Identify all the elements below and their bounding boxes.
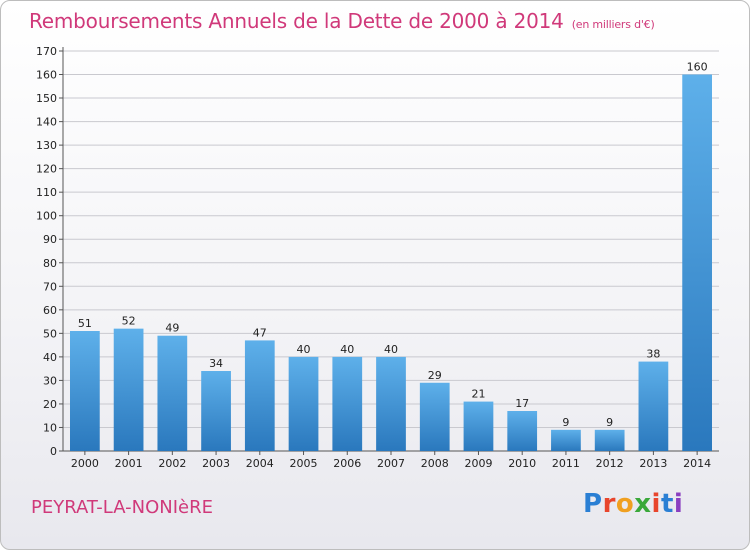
y-tick-label: 60: [43, 304, 57, 317]
logo-letter: r: [602, 489, 616, 519]
logo-letter: i: [651, 489, 661, 519]
logo-letter: t: [660, 489, 674, 519]
logo-letter: P: [583, 489, 603, 519]
y-tick-label: 0: [50, 445, 57, 458]
y-tick-label: 30: [43, 374, 57, 387]
bar-2011: [551, 429, 581, 451]
x-tick-label-2004: 2004: [246, 457, 274, 470]
data-label-2010: 17: [515, 397, 529, 410]
x-tick-label-2001: 2001: [115, 457, 143, 470]
chart-title-text: Remboursements Annuels de la Dette de 20…: [29, 9, 564, 33]
x-tick-label-2005: 2005: [290, 457, 318, 470]
data-label-2013: 38: [646, 348, 660, 361]
logo-letter: x: [634, 489, 652, 519]
x-tick-label-2008: 2008: [421, 457, 449, 470]
bar-2014: [682, 74, 713, 451]
y-tick-label: 150: [36, 92, 57, 105]
y-tick-label: 140: [36, 116, 57, 129]
proxiti-logo[interactable]: Proxiti: [583, 489, 683, 519]
data-label-2012: 9: [606, 416, 613, 429]
data-label-2003: 34: [209, 357, 223, 370]
bar-2001: [113, 328, 144, 451]
x-tick-label-2013: 2013: [639, 457, 667, 470]
bar-2010: [507, 411, 538, 451]
y-tick-label: 170: [36, 45, 57, 58]
x-tick-label-2009: 2009: [464, 457, 492, 470]
bar-2000: [69, 331, 100, 451]
data-label-2005: 40: [297, 343, 311, 356]
bar-2012: [594, 429, 625, 451]
data-label-2008: 29: [428, 369, 442, 382]
data-labels: 51 52 49 34 47 40 40 40 29 21 17 9 9 38 160: [78, 61, 708, 429]
y-tick-label: 50: [43, 327, 57, 340]
data-label-2014: 160: [687, 61, 708, 74]
data-label-2000: 51: [78, 317, 92, 330]
data-label-2002: 49: [165, 322, 179, 335]
x-tick-label-2010: 2010: [508, 457, 536, 470]
x-tick-label-2014: 2014: [683, 457, 711, 470]
chart-title: Remboursements Annuels de la Dette de 20…: [29, 9, 655, 33]
x-tick-label-2003: 2003: [202, 457, 230, 470]
bar-2009: [463, 401, 494, 451]
bar-2002: [157, 335, 188, 451]
x-tick-labels: 2000 2001 2002 2003 2004 2005 2006 2007 2008 2009…: [71, 457, 711, 470]
logo-letter: i: [673, 489, 684, 519]
bar-2004: [244, 340, 275, 451]
y-tick-label: 160: [36, 69, 57, 82]
y-tick-label: 90: [43, 233, 57, 246]
y-tick-label: 110: [36, 186, 57, 199]
chart-unit: (en milliers d'€): [571, 18, 655, 31]
data-label-2004: 47: [253, 326, 267, 339]
y-tick-labels: 0 10 20 30 40 50 60 70 80 90 100 110 120 130 140 150 160…: [36, 45, 57, 458]
data-label-2009: 21: [471, 388, 485, 401]
town-name: PEYRAT-LA-NONIèRE: [31, 497, 213, 518]
x-tick-label-2002: 2002: [158, 457, 186, 470]
data-label-2006: 40: [340, 343, 354, 356]
y-tick-label: 120: [36, 163, 57, 176]
y-tick-label: 100: [36, 210, 57, 223]
bar-2013: [638, 361, 669, 451]
bar-2005: [288, 356, 319, 451]
y-tick-label: 70: [43, 280, 57, 293]
y-tick-label: 80: [43, 257, 57, 270]
bar-2008: [419, 382, 450, 451]
x-tick-label-2006: 2006: [333, 457, 361, 470]
data-label-2007: 40: [384, 343, 398, 356]
data-label-2011: 9: [562, 416, 569, 429]
y-tick-label: 20: [43, 398, 57, 411]
y-tick-label: 40: [43, 351, 57, 364]
bars: [69, 74, 713, 451]
bar-2006: [332, 356, 363, 451]
x-tick-label-2012: 2012: [596, 457, 624, 470]
bar-2007: [376, 356, 406, 451]
bar-2003: [201, 371, 231, 451]
y-tick-label: 130: [36, 139, 57, 152]
x-tick-label-2011: 2011: [552, 457, 580, 470]
x-tick-label-2007: 2007: [377, 457, 405, 470]
logo-letter: o: [615, 489, 635, 519]
data-label-2001: 52: [122, 315, 136, 328]
y-tick-label: 10: [43, 421, 57, 434]
x-tick-label-2000: 2000: [71, 457, 99, 470]
